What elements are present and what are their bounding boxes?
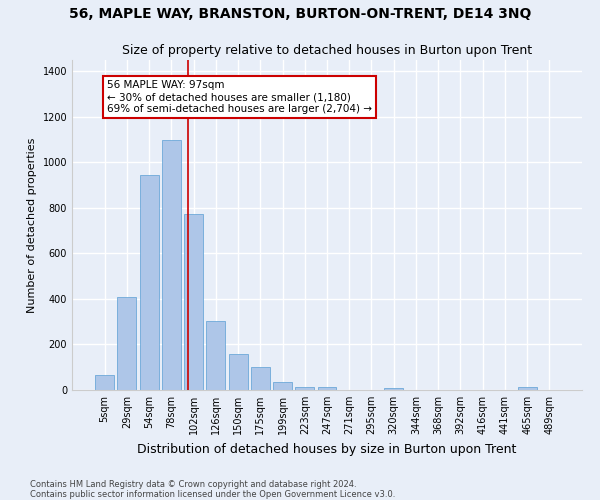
Bar — [317, 386, 337, 390]
X-axis label: Distribution of detached houses by size in Burton upon Trent: Distribution of detached houses by size … — [137, 442, 517, 456]
Bar — [229, 354, 248, 390]
Text: 56 MAPLE WAY: 97sqm
← 30% of detached houses are smaller (1,180)
69% of semi-det: 56 MAPLE WAY: 97sqm ← 30% of detached ho… — [107, 80, 373, 114]
Bar — [206, 320, 225, 390]
Title: Size of property relative to detached houses in Burton upon Trent: Size of property relative to detached ho… — [122, 44, 532, 58]
Bar — [384, 388, 403, 390]
Bar — [273, 382, 292, 390]
Bar — [95, 375, 114, 390]
Bar — [118, 296, 136, 390]
Bar — [140, 175, 158, 390]
Bar — [251, 367, 270, 390]
Bar — [184, 214, 203, 390]
Text: 56, MAPLE WAY, BRANSTON, BURTON-ON-TRENT, DE14 3NQ: 56, MAPLE WAY, BRANSTON, BURTON-ON-TRENT… — [69, 8, 531, 22]
Text: Contains HM Land Registry data © Crown copyright and database right 2024.
Contai: Contains HM Land Registry data © Crown c… — [30, 480, 395, 499]
Y-axis label: Number of detached properties: Number of detached properties — [27, 138, 37, 312]
Bar — [295, 386, 314, 390]
Bar — [162, 140, 181, 390]
Bar — [518, 386, 536, 390]
